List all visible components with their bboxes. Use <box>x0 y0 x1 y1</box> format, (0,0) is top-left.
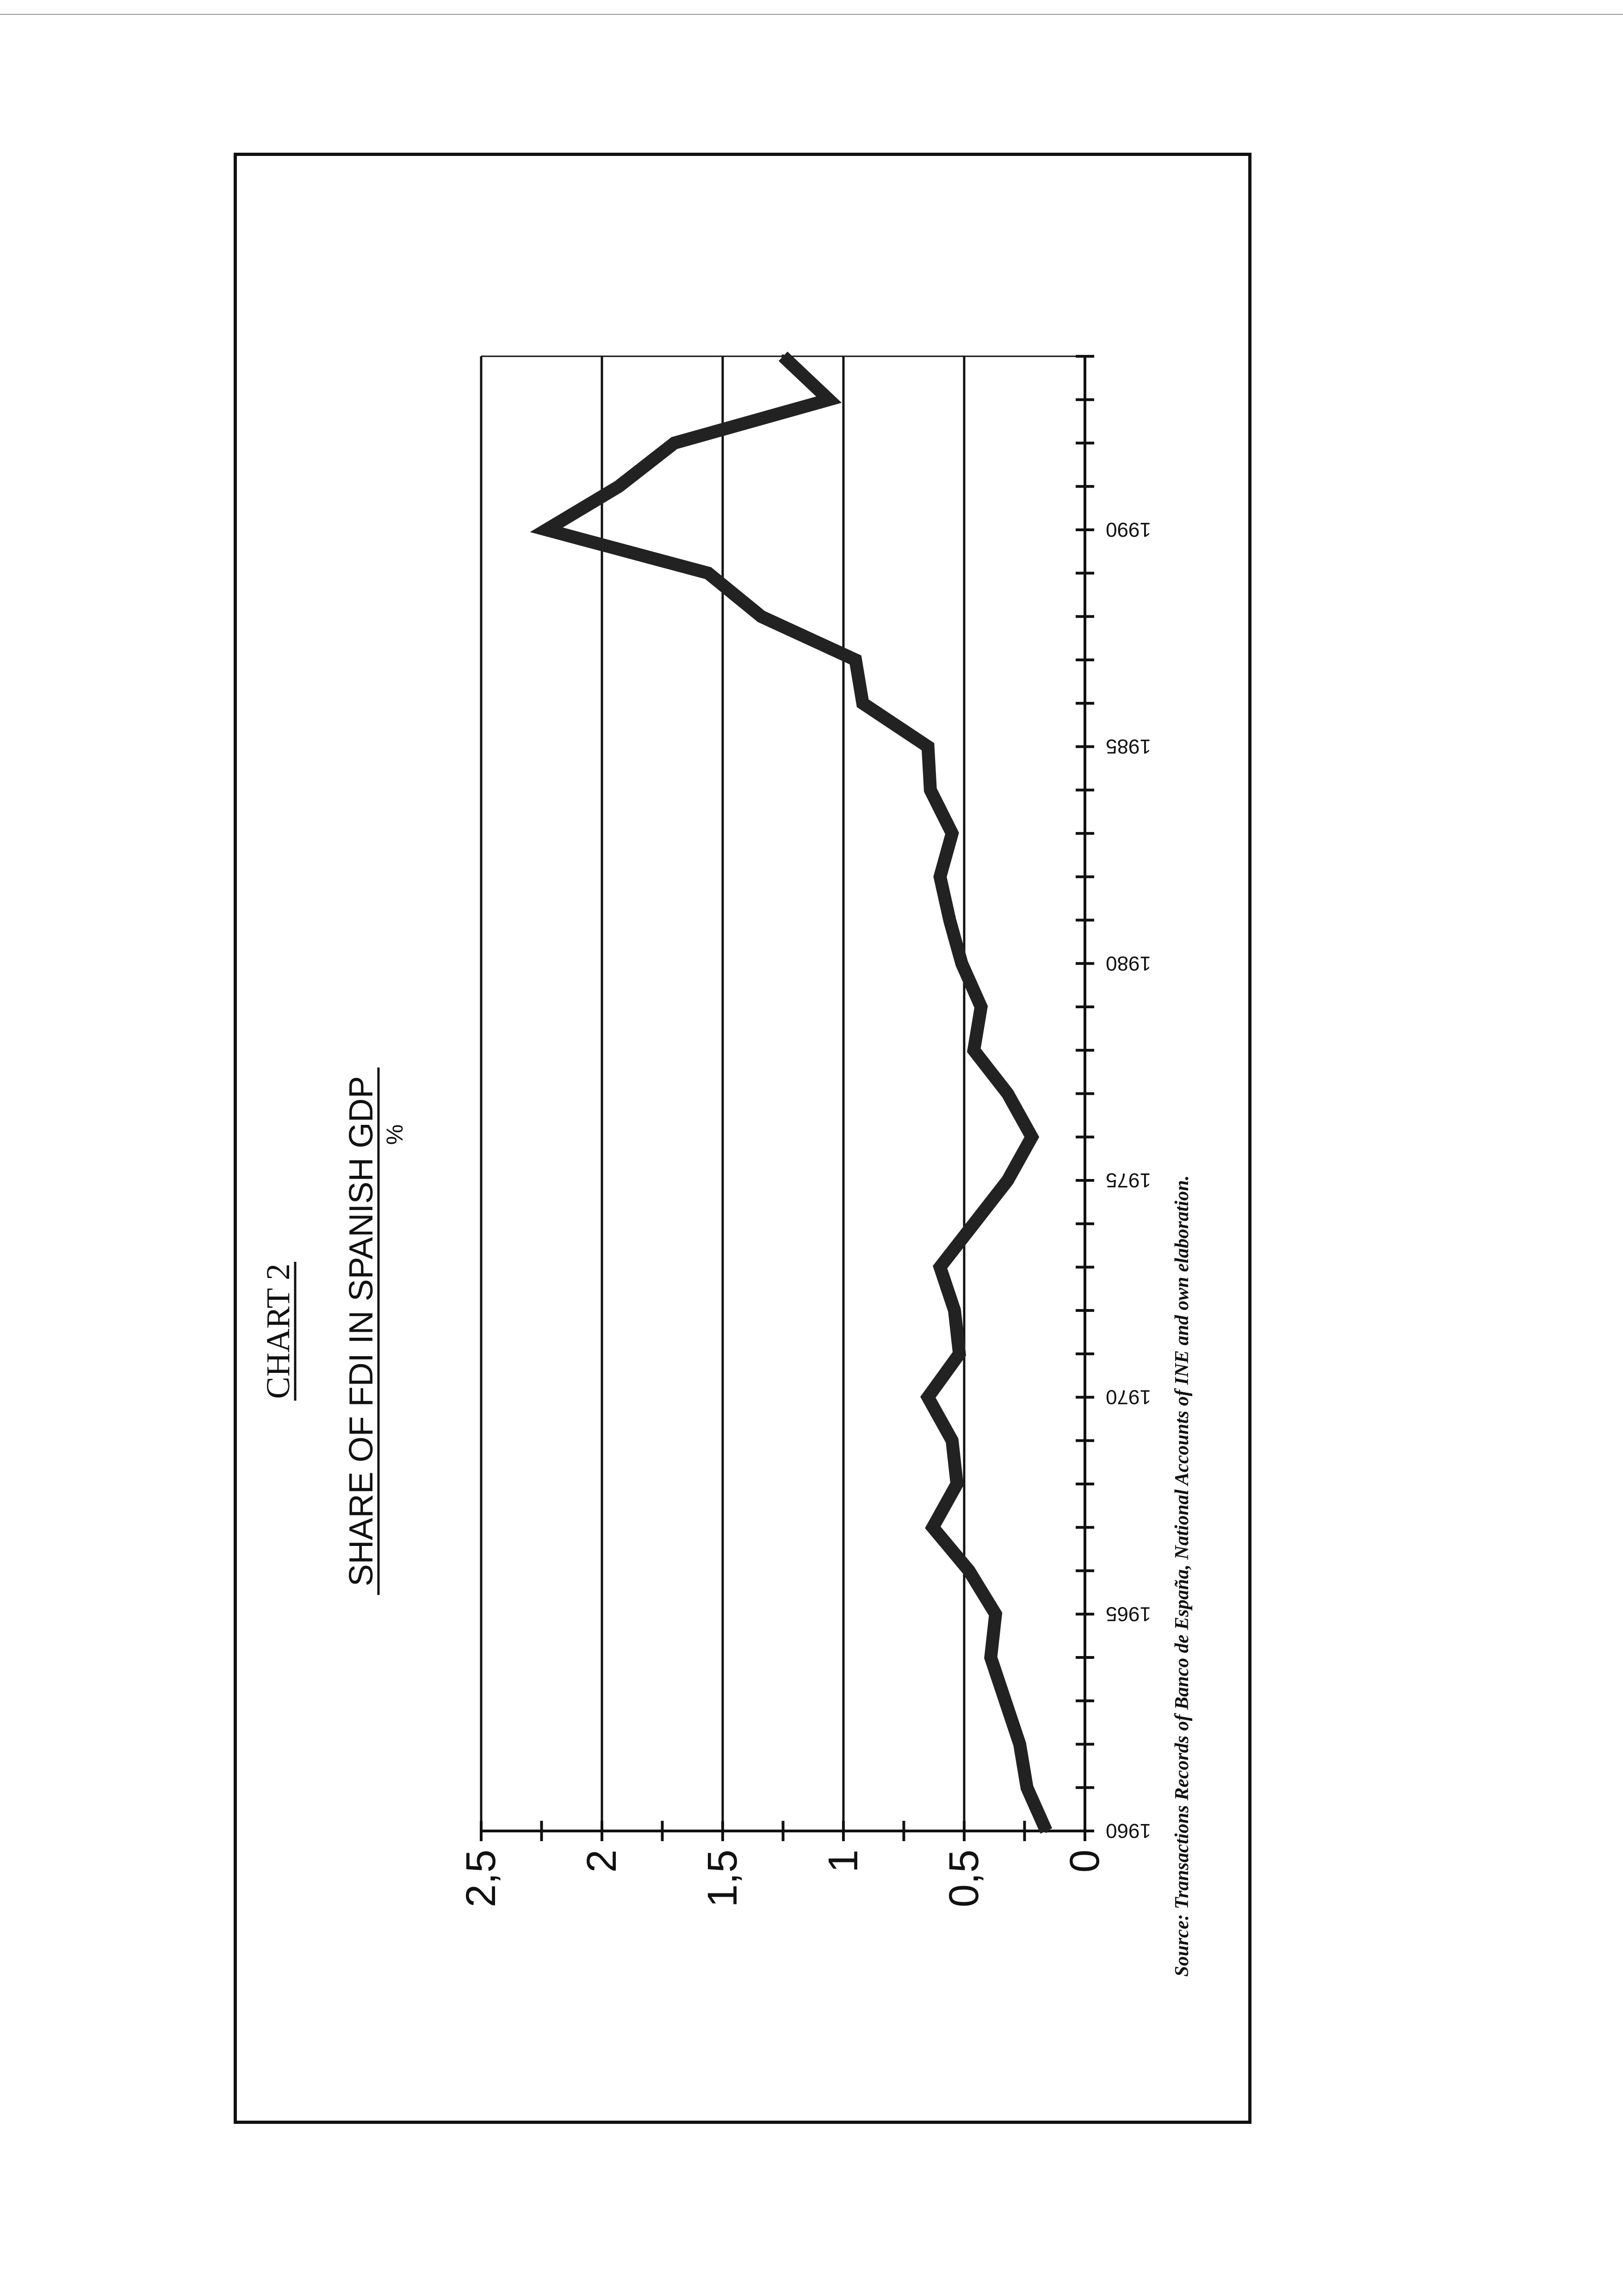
data-point <box>854 658 858 662</box>
data-point <box>950 832 954 836</box>
data-point <box>1018 1742 1022 1746</box>
page-top-rule <box>0 14 1623 15</box>
data-point <box>544 527 548 532</box>
y-tick-label: 2 <box>579 1849 625 1873</box>
y-tick-label: 1 <box>820 1849 867 1873</box>
gridlines <box>480 356 966 1831</box>
data-point <box>1003 1699 1007 1703</box>
data-point <box>617 484 621 489</box>
data-point <box>953 1309 957 1313</box>
data-point <box>706 571 710 575</box>
x-tick-label: 1985 <box>1106 735 1151 758</box>
x-tick-label: 1990 <box>1106 518 1151 541</box>
series-line-layer <box>530 351 1053 1834</box>
y-tick-label: 2,5 <box>458 1849 504 1907</box>
data-point <box>1025 1786 1029 1790</box>
data-point <box>948 918 952 922</box>
x-tick-label: 1970 <box>1106 1386 1151 1409</box>
data-point <box>967 1569 971 1573</box>
axes <box>480 355 1094 1841</box>
chart-unit: % <box>382 1124 408 1145</box>
data-point <box>993 1612 997 1616</box>
chart-subtitle: SHARE OF FDI IN SPANISH GDP <box>343 1076 380 1587</box>
source-note: Source: Transactions Records of Banco de… <box>1171 1175 1193 1977</box>
data-point <box>672 441 676 445</box>
data-point <box>926 1395 930 1399</box>
series-line <box>530 351 1053 1834</box>
x-tick-label: 1975 <box>1106 1169 1151 1191</box>
y-tick-label: 0,5 <box>941 1849 987 1907</box>
data-point <box>827 397 831 402</box>
data-point <box>781 354 785 358</box>
x-tick-label: 1980 <box>1106 952 1151 974</box>
data-point <box>938 1265 942 1269</box>
data-point <box>1044 1829 1048 1833</box>
data-point <box>957 1352 961 1356</box>
data-point <box>1005 1178 1010 1182</box>
chart-title: CHART 2 <box>260 1264 297 1399</box>
y-tick-label: 1,5 <box>700 1849 746 1907</box>
data-point <box>950 1439 954 1443</box>
data-point <box>989 1656 993 1660</box>
tick-labels: 0 0,5 1 1,5 2 2,5 1960 1965 1970 1975 1980 1985 1990 <box>458 518 1151 1907</box>
chart-frame <box>234 153 1251 2124</box>
data-point <box>926 745 930 749</box>
data-point <box>979 1005 983 1009</box>
data-point <box>938 875 942 879</box>
data-point <box>972 1048 976 1052</box>
data-point <box>928 788 932 792</box>
data-point <box>759 614 763 619</box>
data-point <box>955 1482 959 1486</box>
data-point <box>1030 1135 1034 1139</box>
x-tick-label: 1960 <box>1106 1819 1151 1842</box>
x-tick-label: 1965 <box>1106 1602 1151 1625</box>
data-point <box>931 1525 935 1529</box>
data-point <box>1005 1092 1010 1096</box>
rotated-chart: 0 0,5 1 1,5 2 2,5 1960 1965 1970 1975 1980 1985 1990… <box>260 351 1193 1977</box>
data-point <box>861 701 865 705</box>
data-point <box>972 1222 976 1226</box>
y-tick-label: 0 <box>1062 1849 1108 1873</box>
data-point <box>960 962 964 966</box>
